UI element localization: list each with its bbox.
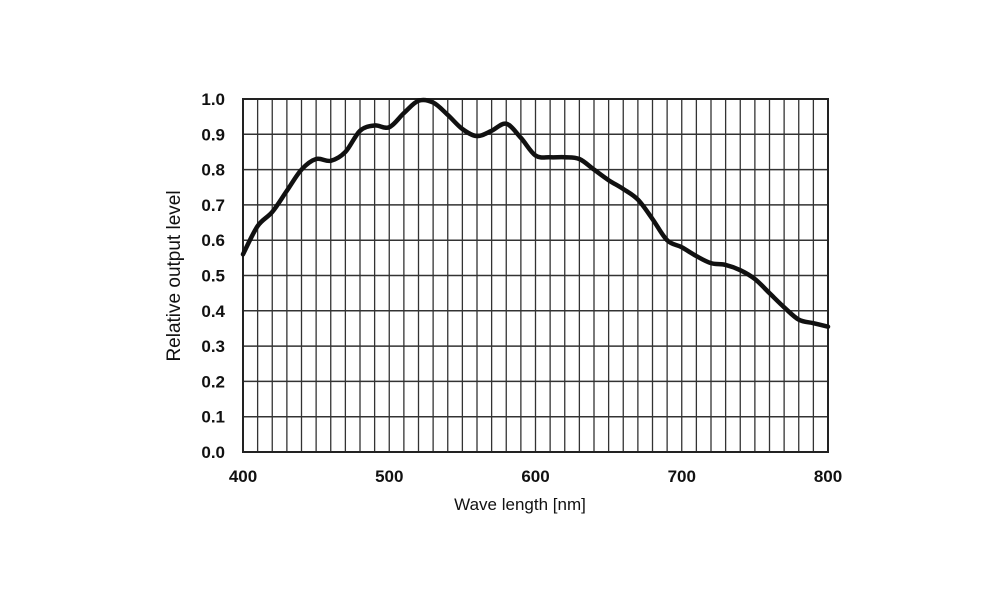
x-axis-ticks: 400 500 600 700 800 [229,467,842,486]
y-tick-label: 0.3 [201,337,225,356]
y-tick-label: 0.8 [201,161,225,180]
grid [243,99,828,452]
y-tick-label: 0.0 [201,443,225,462]
y-tick-label: 1.0 [201,90,225,109]
y-axis-ticks: 0.0 0.1 0.2 0.3 0.4 0.5 0.6 0.7 0.8 0.9 1.0 [201,90,225,462]
x-axis-label: Wave length [nm] [454,495,586,514]
x-tick-label: 800 [814,467,842,486]
data-line [240,97,831,329]
plot-area-border [242,98,829,453]
y-tick-label: 0.2 [201,372,225,391]
x-tick-label: 400 [229,467,257,486]
y-axis-label: Relative output level [164,190,185,361]
y-tick-label: 0.4 [201,302,225,321]
y-tick-label: 0.9 [201,125,225,144]
y-tick-label: 0.6 [201,231,225,250]
x-tick-label: 500 [375,467,403,486]
x-tick-label: 700 [668,467,696,486]
y-tick-label: 0.1 [201,408,225,427]
x-tick-label: 600 [521,467,549,486]
y-tick-label: 0.5 [201,267,225,286]
y-tick-label: 0.7 [201,196,225,215]
